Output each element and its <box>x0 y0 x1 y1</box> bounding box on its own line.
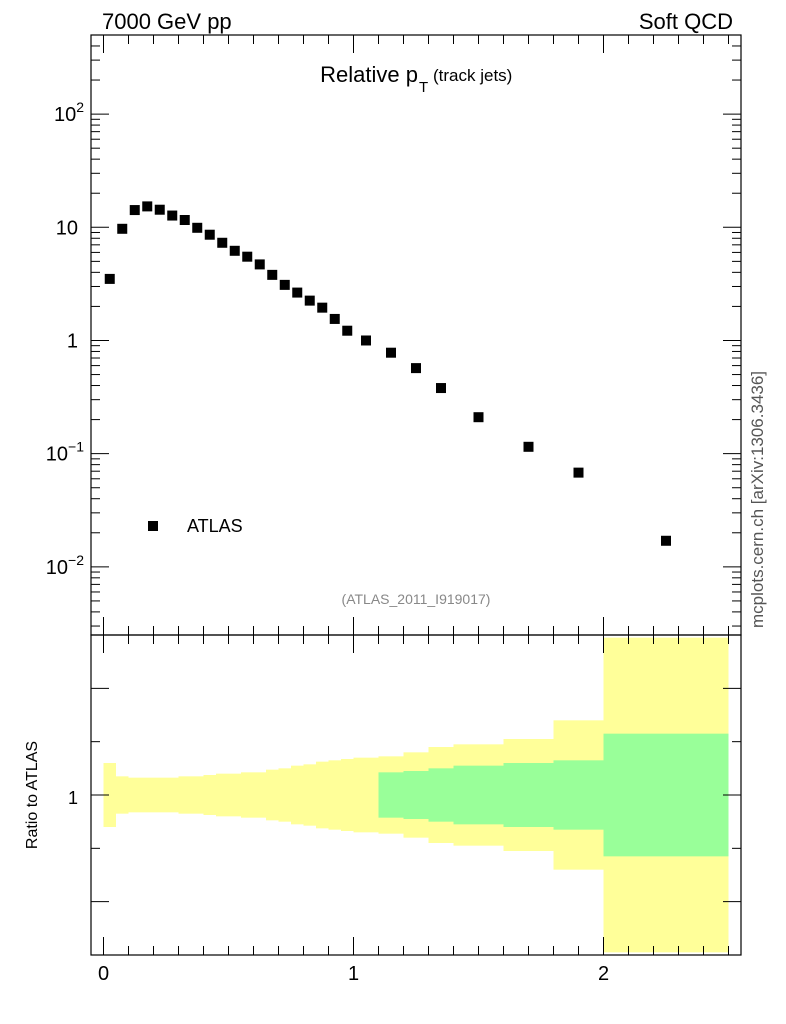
total-uncertainty-band <box>228 773 241 817</box>
data-point <box>204 229 215 240</box>
stat-uncertainty-band <box>503 763 554 827</box>
data-point <box>292 287 303 298</box>
y-tick-label: 10−1 <box>46 439 84 466</box>
total-uncertainty-band <box>266 769 279 821</box>
total-uncertainty-band <box>303 764 316 826</box>
title-subscript: T <box>419 79 428 96</box>
data-point <box>329 313 340 324</box>
total-uncertainty-band <box>166 777 179 813</box>
total-uncertainty-band <box>116 776 129 814</box>
x-tick-label: 0 <box>98 963 109 985</box>
stat-uncertainty-band <box>603 733 729 857</box>
data-point <box>154 204 165 215</box>
legend-label: ATLAS <box>187 516 243 536</box>
data-point <box>217 237 228 248</box>
ratio-y-tick-label: 1 <box>68 788 78 808</box>
ratio-y-axis-label: Ratio to ATLAS <box>24 741 41 849</box>
data-point <box>473 412 484 423</box>
total-uncertainty-band <box>341 759 354 831</box>
data-point <box>411 363 421 374</box>
plot-title: Relative p <box>320 62 418 87</box>
data-point <box>436 383 446 394</box>
data-point <box>317 302 328 313</box>
title-note: (track jets) <box>433 66 512 85</box>
total-uncertainty-band <box>328 760 341 830</box>
y-tick-label: 102 <box>54 99 84 126</box>
total-uncertainty-band <box>216 773 229 817</box>
stat-uncertainty-band <box>403 771 429 819</box>
total-uncertainty-band <box>141 777 154 813</box>
data-point <box>117 223 128 234</box>
data-point <box>361 335 371 346</box>
total-uncertainty-band <box>178 776 191 814</box>
data-point <box>267 269 278 280</box>
total-uncertainty-band <box>153 777 166 813</box>
data-point <box>254 259 265 270</box>
total-uncertainty-band <box>316 761 329 829</box>
x-tick-label: 1 <box>348 963 359 985</box>
data-points <box>104 201 671 546</box>
total-uncertainty-band <box>103 763 116 827</box>
total-uncertainty-band <box>203 775 216 815</box>
data-point <box>167 210 178 221</box>
main-y-tick-labels: 10−2 10−1 1 10 102 <box>46 99 84 579</box>
main-frame <box>90 34 742 636</box>
stat-uncertainty-band <box>378 772 404 818</box>
data-point <box>242 251 253 262</box>
data-point <box>179 215 190 226</box>
data-point <box>229 245 240 256</box>
main-plot-panel: 10−2 10−1 1 10 102 Relative p T (track jets)… <box>46 34 742 636</box>
uncertainty-bands <box>103 637 729 953</box>
total-uncertainty-band <box>191 776 204 814</box>
ratio-axis-ticks <box>91 635 741 955</box>
ratio-plot-panel: 1 Ratio to ATLAS 0 1 2 <box>24 634 742 985</box>
data-point <box>573 467 584 478</box>
x-tick-labels: 0 1 2 <box>98 963 609 985</box>
data-point <box>342 325 353 336</box>
data-point <box>523 441 534 452</box>
data-point <box>304 295 315 306</box>
y-tick-label: 1 <box>67 330 78 352</box>
energy-label: 7000 GeV pp <box>102 9 232 34</box>
total-uncertainty-band <box>241 772 254 818</box>
analysis-id-label: (ATLAS_2011_I919017) <box>342 591 491 607</box>
stat-uncertainty-band <box>428 768 454 822</box>
data-point <box>279 279 290 290</box>
title-main: Relative p <box>320 62 418 87</box>
total-uncertainty-band <box>128 777 141 813</box>
data-point <box>661 535 671 546</box>
legend-marker <box>148 521 158 531</box>
total-uncertainty-band <box>291 765 304 825</box>
data-point <box>142 201 153 212</box>
process-label: Soft QCD <box>639 9 733 34</box>
y-tick-label: 10 <box>56 217 78 239</box>
side-citation-label: mcplots.cern.ch [arXiv:1306.3436] <box>748 371 767 628</box>
total-uncertainty-band <box>353 757 379 833</box>
main-axis-ticks <box>91 34 741 635</box>
total-uncertainty-band <box>253 772 266 818</box>
stat-uncertainty-band <box>553 760 604 830</box>
data-point <box>386 347 396 358</box>
y-tick-label: 10−2 <box>46 552 84 579</box>
stat-uncertainty-band <box>453 765 504 825</box>
total-uncertainty-band <box>278 768 291 822</box>
data-point <box>192 222 203 233</box>
data-point <box>104 273 115 284</box>
x-tick-label: 2 <box>598 963 609 985</box>
data-point <box>129 205 140 216</box>
